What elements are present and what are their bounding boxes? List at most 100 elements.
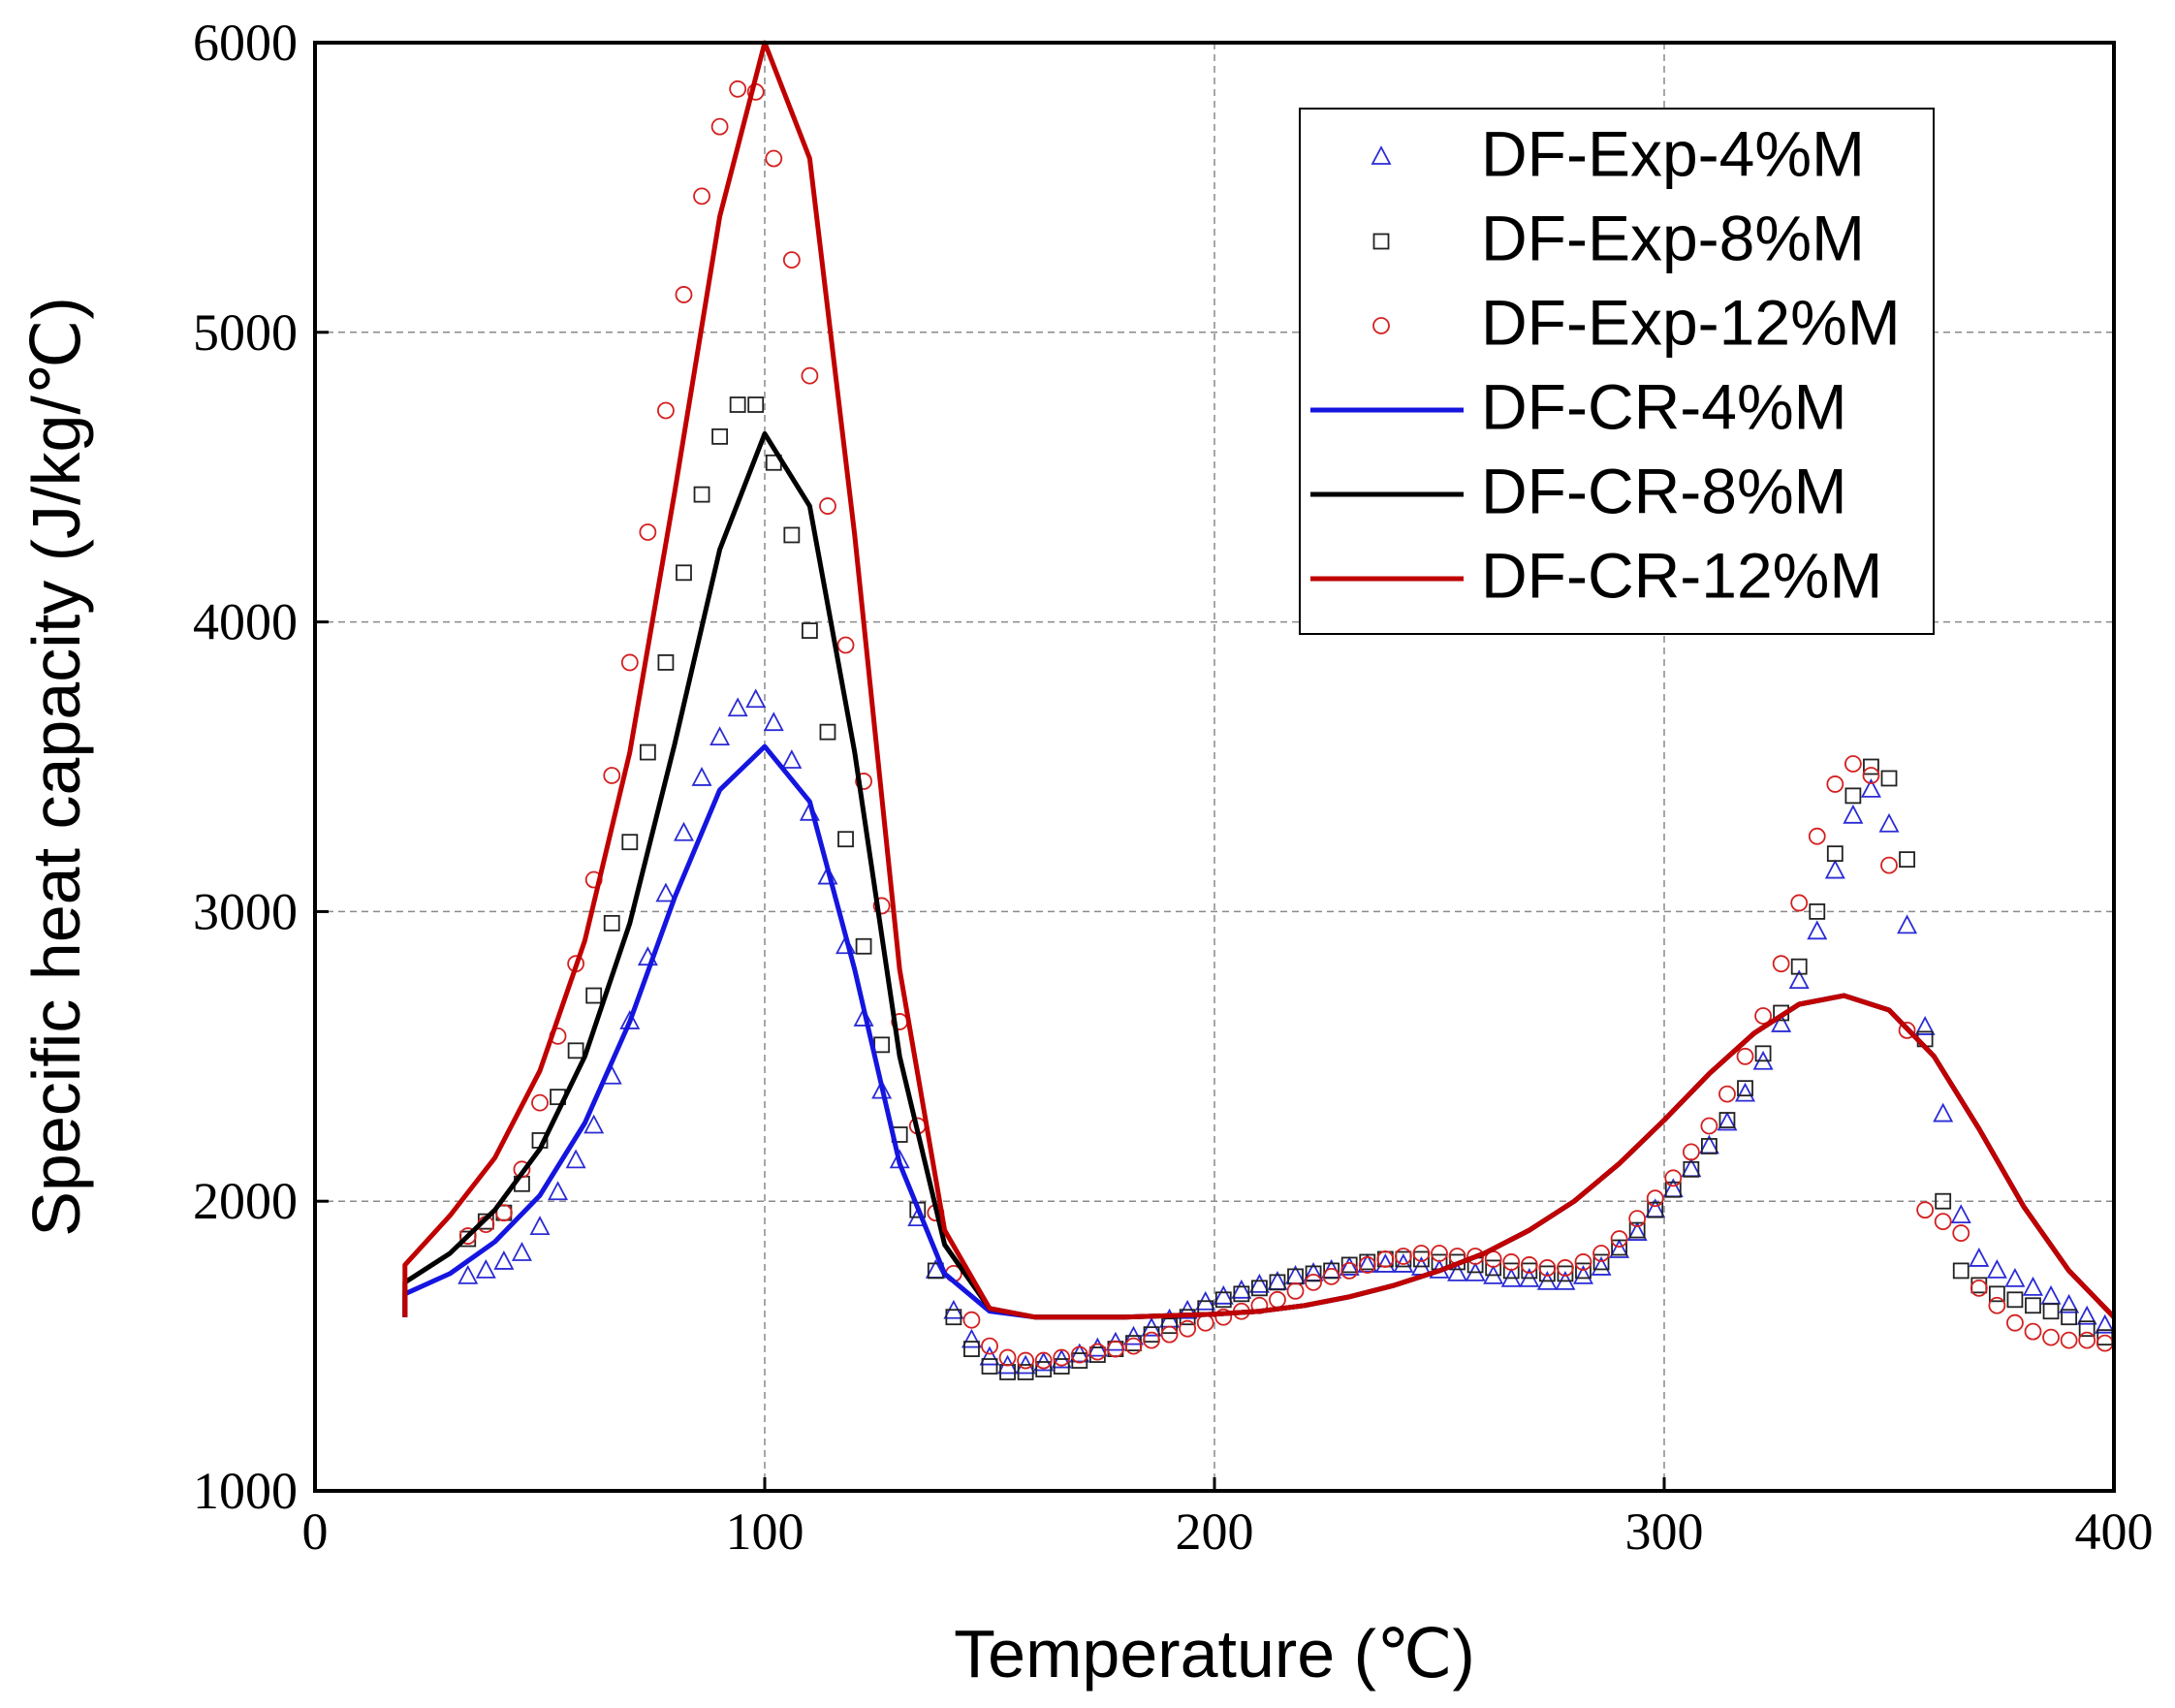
y-tick-label: 4000 — [193, 593, 298, 651]
data-point — [2004, 1267, 2026, 1287]
data-point — [1701, 1138, 1718, 1154]
data-point — [2042, 1303, 2060, 1320]
data-point — [1358, 1256, 1376, 1274]
data-point — [1646, 1189, 1664, 1208]
data-point — [1322, 1267, 1340, 1285]
y-tick-label: 3000 — [193, 882, 298, 940]
data-point — [1053, 1348, 1071, 1367]
data-point — [1339, 1256, 1360, 1276]
data-point — [1340, 1256, 1358, 1274]
data-point — [494, 1204, 513, 1222]
data-point — [1700, 1117, 1718, 1135]
data-point — [1124, 1337, 1143, 1355]
data-point — [1179, 1319, 1197, 1338]
legend-marker — [1372, 317, 1390, 334]
data-point — [836, 636, 855, 654]
data-point — [963, 1341, 980, 1357]
data-point — [998, 1348, 1017, 1367]
data-point — [802, 622, 818, 639]
legend-marker — [1371, 145, 1392, 165]
data-point — [603, 767, 621, 784]
data-point — [1088, 1343, 1107, 1361]
data-point — [1413, 1250, 1430, 1268]
legend-label: DF-CR-8%M — [1481, 455, 1847, 526]
data-point — [1340, 1262, 1359, 1280]
data-point — [782, 251, 801, 269]
data-point — [1161, 1317, 1178, 1335]
data-point — [1736, 1047, 1754, 1065]
x-tick-label: 300 — [1625, 1502, 1704, 1561]
data-point — [819, 497, 836, 515]
data-point — [1718, 1112, 1736, 1128]
data-point — [1771, 1013, 1792, 1032]
x-tick-label: 100 — [726, 1502, 804, 1561]
data-point — [2095, 1313, 2116, 1334]
data-point — [1808, 827, 1826, 845]
data-point — [1935, 1192, 1952, 1210]
data-point — [745, 688, 767, 709]
data-point — [781, 749, 803, 769]
data-point — [1772, 955, 1790, 973]
data-point — [1357, 1253, 1378, 1273]
data-point — [1592, 1245, 1610, 1262]
data-point — [837, 831, 854, 848]
data-point — [548, 1181, 569, 1201]
data-point — [1305, 1265, 1322, 1282]
x-tick-label: 200 — [1176, 1502, 1254, 1561]
data-point — [1682, 1143, 1700, 1161]
data-point — [1717, 1111, 1738, 1131]
data-point — [565, 1149, 586, 1169]
data-point — [981, 1358, 998, 1375]
data-point — [1628, 1210, 1647, 1228]
data-point — [1502, 1262, 1520, 1280]
plot-frame — [313, 41, 2116, 1493]
data-point — [657, 654, 675, 671]
data-point — [1626, 1221, 1648, 1241]
data-point — [620, 653, 639, 672]
data-point — [693, 486, 710, 503]
data-point — [1843, 804, 1864, 824]
data-point — [747, 396, 765, 413]
data-point — [1862, 767, 1880, 784]
data-point — [1914, 1015, 1936, 1035]
data-point — [1950, 1204, 1971, 1224]
data-point — [2040, 1284, 2062, 1305]
data-point — [1143, 1326, 1160, 1344]
data-point — [1107, 1340, 1124, 1358]
legend-label: DF-CR-4%M — [1481, 370, 1847, 442]
data-point — [529, 1216, 551, 1235]
data-point — [871, 1079, 893, 1099]
data-point — [531, 1093, 549, 1112]
data-point — [1233, 1285, 1250, 1303]
data-point — [1557, 1259, 1574, 1277]
data-point — [783, 526, 801, 544]
data-point — [872, 897, 891, 915]
data-point — [710, 117, 729, 136]
data-point — [1160, 1325, 1179, 1344]
data-point — [1988, 1296, 2006, 1314]
legend-label: DF-CR-12%M — [1481, 539, 1882, 611]
data-point — [961, 1328, 982, 1348]
data-point — [1269, 1274, 1286, 1291]
data-point — [1790, 894, 1809, 912]
data-point — [763, 712, 784, 732]
data-point — [2078, 1331, 2096, 1349]
data-point — [1213, 1284, 1234, 1305]
data-point — [709, 726, 731, 746]
data-point — [1374, 1253, 1396, 1273]
data-point — [1574, 1253, 1592, 1271]
data-point — [2060, 1331, 2078, 1349]
data-point — [655, 882, 677, 902]
data-point — [729, 79, 747, 98]
data-point — [1878, 812, 1900, 833]
data-point — [2078, 1320, 2096, 1338]
data-point — [1809, 903, 1826, 920]
data-point — [1323, 1262, 1340, 1280]
data-point — [1520, 1256, 1538, 1274]
data-point — [1017, 1351, 1035, 1370]
x-tick-label: 0 — [302, 1502, 329, 1561]
data-point — [585, 987, 603, 1004]
data-point — [1790, 958, 1808, 975]
data-point — [817, 865, 838, 885]
